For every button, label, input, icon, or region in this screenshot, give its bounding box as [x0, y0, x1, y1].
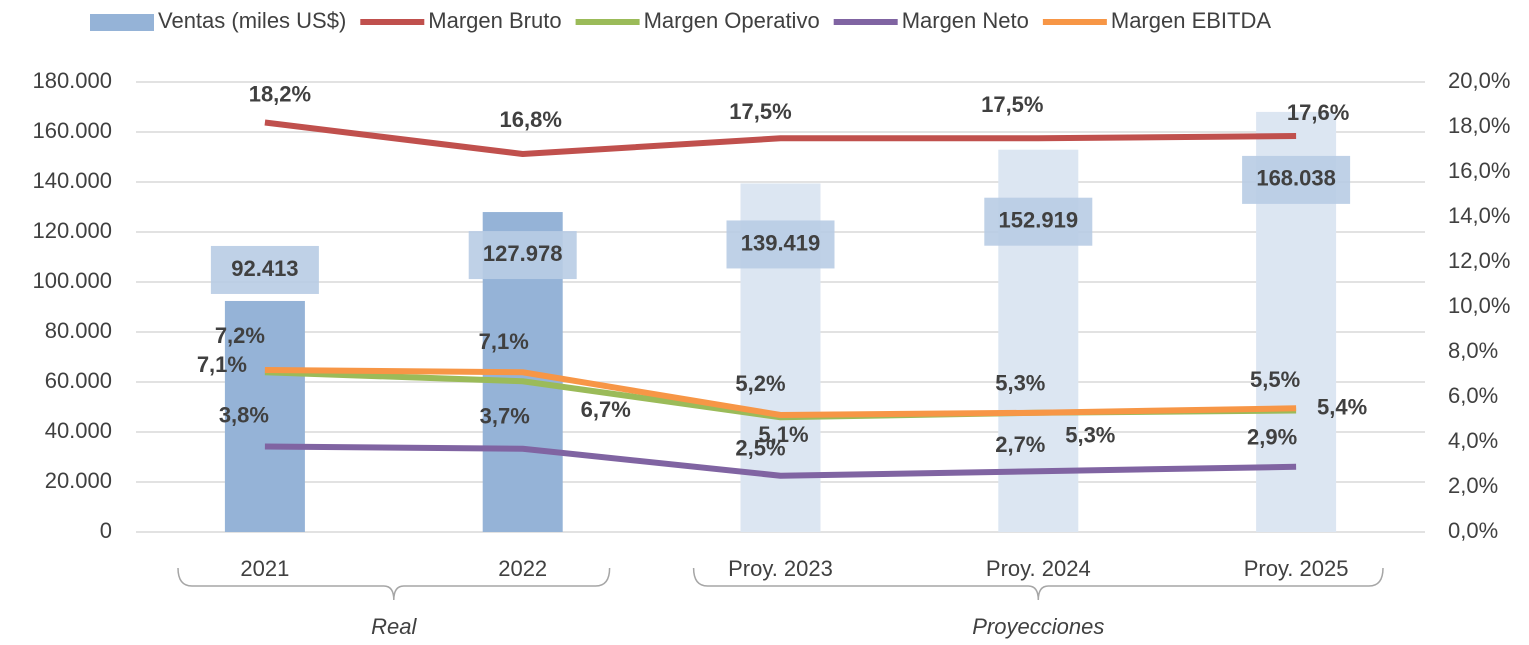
data-label: 17,5%	[729, 99, 791, 124]
data-label: 168.038	[1256, 166, 1336, 191]
x-tick-label: 2022	[498, 556, 547, 581]
y-tick-label: 20.000	[45, 468, 112, 493]
y-tick-label: 120.000	[32, 218, 112, 243]
y2-tick-label: 10,0%	[1448, 293, 1510, 318]
legend-swatch	[90, 14, 154, 31]
data-label: 139.419	[741, 230, 821, 255]
line	[264, 119, 1297, 157]
y-tick-label: 180.000	[32, 68, 112, 93]
x-tick-label: Proy. 2023	[728, 556, 833, 581]
legend-label: Margen Bruto	[428, 8, 561, 33]
data-label: 127.978	[483, 241, 563, 266]
group-label: Real	[371, 614, 417, 639]
y2-tick-label: 20,0%	[1448, 68, 1510, 93]
y2-tick-label: 6,0%	[1448, 383, 1498, 408]
y2-tick-label: 12,0%	[1448, 248, 1510, 273]
data-label: 7,2%	[215, 323, 265, 348]
legend-label: Margen Neto	[902, 8, 1029, 33]
data-label-box	[468, 231, 577, 280]
data-label: 3,7%	[480, 404, 530, 429]
y2-tick-label: 16,0%	[1448, 158, 1510, 183]
data-label: 3,8%	[219, 402, 269, 427]
data-label: 5,3%	[995, 371, 1045, 396]
data-label: 7,1%	[479, 329, 529, 354]
x-tick-label: Proy. 2024	[986, 556, 1091, 581]
data-label: 5,3%	[1065, 423, 1115, 448]
data-label: 2,7%	[995, 432, 1045, 457]
data-label-box	[210, 245, 319, 294]
bar	[224, 300, 305, 532]
y2-tick-label: 4,0%	[1448, 428, 1498, 453]
group-label: Proyecciones	[972, 614, 1104, 639]
y-tick-label: 60.000	[45, 368, 112, 393]
data-label: 5,1%	[758, 422, 808, 447]
data-label: 7,1%	[197, 352, 247, 377]
y-tick-label: 160.000	[32, 118, 112, 143]
x-tick-label: 2021	[240, 556, 289, 581]
data-label: 16,8%	[500, 107, 562, 132]
y2-tick-label: 14,0%	[1448, 203, 1510, 228]
y2-tick-label: 2,0%	[1448, 473, 1498, 498]
legend-label: Ventas (miles US$)	[158, 8, 346, 33]
data-label-box	[1242, 155, 1351, 204]
y2-tick-label: 8,0%	[1448, 338, 1498, 363]
legend-label: Margen Operativo	[644, 8, 820, 33]
y-tick-label: 40.000	[45, 418, 112, 443]
data-label: 2,9%	[1247, 425, 1297, 450]
data-label-box	[726, 220, 835, 269]
y-tick-label: 140.000	[32, 168, 112, 193]
data-label: 17,5%	[981, 92, 1043, 117]
data-label: 6,7%	[581, 397, 631, 422]
y2-tick-label: 0,0%	[1448, 518, 1498, 543]
data-label: 18,2%	[249, 81, 311, 106]
y2-tick-label: 18,0%	[1448, 113, 1510, 138]
data-label: 5,2%	[735, 371, 785, 396]
data-label-box	[984, 197, 1093, 246]
data-label: 5,5%	[1250, 367, 1300, 392]
data-label: 152.919	[999, 208, 1079, 233]
legend-label: Margen EBITDA	[1111, 8, 1271, 33]
data-label: 92.413	[231, 256, 298, 281]
y-tick-label: 80.000	[45, 318, 112, 343]
group-brace	[177, 567, 611, 601]
group-brace	[692, 567, 1384, 601]
data-label: 2,5%	[735, 436, 785, 461]
line	[264, 443, 1297, 479]
y-tick-label: 100.000	[32, 268, 112, 293]
x-tick-label: Proy. 2025	[1244, 556, 1349, 581]
line	[264, 367, 1297, 418]
y-tick-label: 0	[100, 518, 112, 543]
data-label: 17,6%	[1287, 100, 1349, 125]
data-label: 5,4%	[1317, 394, 1367, 419]
